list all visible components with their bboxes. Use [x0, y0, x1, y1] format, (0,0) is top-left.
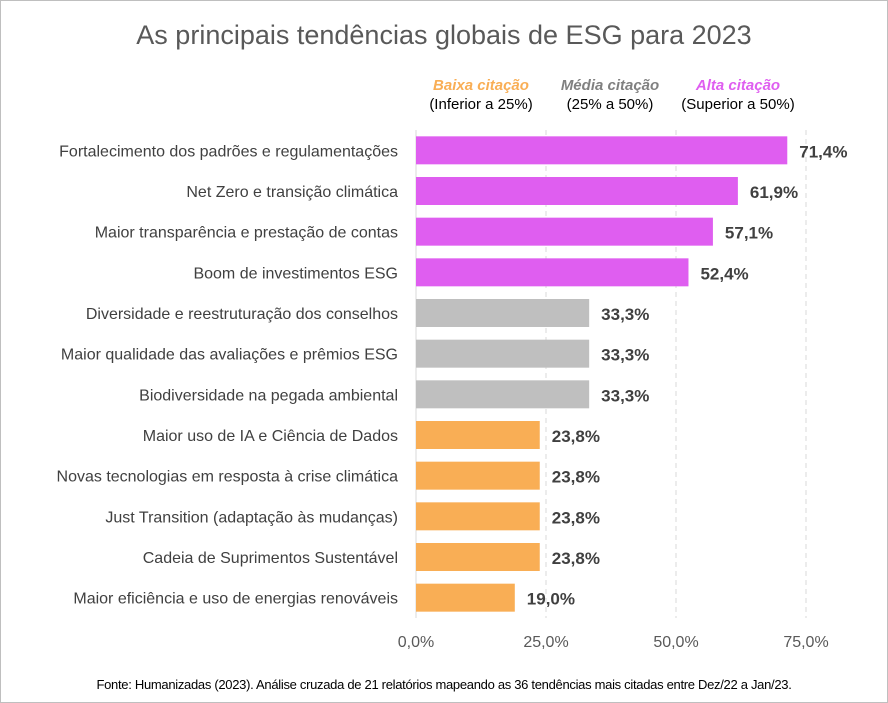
bar-4	[416, 299, 590, 327]
value-label-1: 61,9%	[750, 183, 798, 202]
category-label-9: Just Transition (adaptação às mudanças)	[105, 509, 398, 526]
x-tick-label-1: 25,0%	[523, 634, 568, 651]
value-label-9: 23,8%	[552, 508, 600, 527]
bar-2	[416, 217, 713, 246]
legend-name-alta: Alta citação	[695, 77, 781, 94]
bar-0	[416, 136, 788, 165]
legend-item-baixa: Baixa citação (Inferior a 25%)	[416, 76, 546, 114]
value-label-2: 57,1%	[725, 224, 773, 243]
legend-item-alta: Alta citação (Superior a 50%)	[670, 76, 806, 114]
bar-5	[416, 339, 590, 368]
legend-name-media: Média citação	[560, 77, 660, 94]
value-label-5: 33,3%	[601, 346, 649, 365]
bar-7	[416, 421, 540, 449]
bar-3	[416, 258, 689, 287]
legend-item-media: Média citação (25% a 50%)	[550, 76, 670, 114]
x-tick-label-0: 0,0%	[398, 634, 434, 651]
category-label-3: Boom de investimentos ESG	[193, 265, 398, 282]
value-label-10: 23,8%	[552, 549, 600, 568]
legend-name-baixa: Baixa citação	[433, 77, 529, 94]
value-label-4: 33,3%	[601, 305, 649, 324]
x-tick-label-2: 50,0%	[653, 634, 698, 651]
bar-10	[416, 543, 540, 571]
legend-range-alta: (Superior a 50%)	[681, 96, 795, 113]
bar-1	[416, 177, 738, 205]
category-label-8: Novas tecnologias em resposta à crise cl…	[57, 469, 399, 486]
category-label-6: Biodiversidade na pegada ambiental	[139, 387, 398, 404]
category-label-0: Fortalecimento dos padrões e regulamenta…	[59, 143, 398, 160]
chart-title: As principais tendências globais de ESG …	[136, 20, 752, 50]
bar-9	[416, 502, 540, 531]
value-label-0: 71,4%	[799, 142, 847, 161]
x-tick-label-3: 75,0%	[783, 634, 828, 651]
category-label-7: Maior uso de IA e Ciência de Dados	[143, 428, 398, 445]
category-label-4: Diversidade e reestruturação dos conselh…	[86, 306, 398, 323]
value-label-6: 33,3%	[601, 386, 649, 405]
bar-11	[416, 583, 515, 612]
category-label-10: Cadeia de Suprimentos Sustentável	[143, 550, 398, 567]
legend-range-media: (25% a 50%)	[566, 96, 654, 113]
source-note: Fonte: Humanizadas (2023). Análise cruza…	[96, 677, 792, 692]
bar-8	[416, 461, 540, 490]
category-label-1: Net Zero e transição climática	[186, 184, 398, 201]
legend-range-baixa: (Inferior a 25%)	[429, 96, 533, 113]
value-label-8: 23,8%	[552, 468, 600, 487]
bar-6	[416, 380, 590, 409]
category-label-11: Maior eficiência e uso de energias renov…	[73, 591, 398, 608]
category-label-2: Maior transparência e prestação de conta…	[95, 225, 398, 242]
category-label-5: Maior qualidade das avaliações e prêmios…	[61, 347, 398, 364]
value-label-3: 52,4%	[700, 264, 748, 283]
value-label-7: 23,8%	[552, 427, 600, 446]
value-label-11: 19,0%	[527, 590, 575, 609]
